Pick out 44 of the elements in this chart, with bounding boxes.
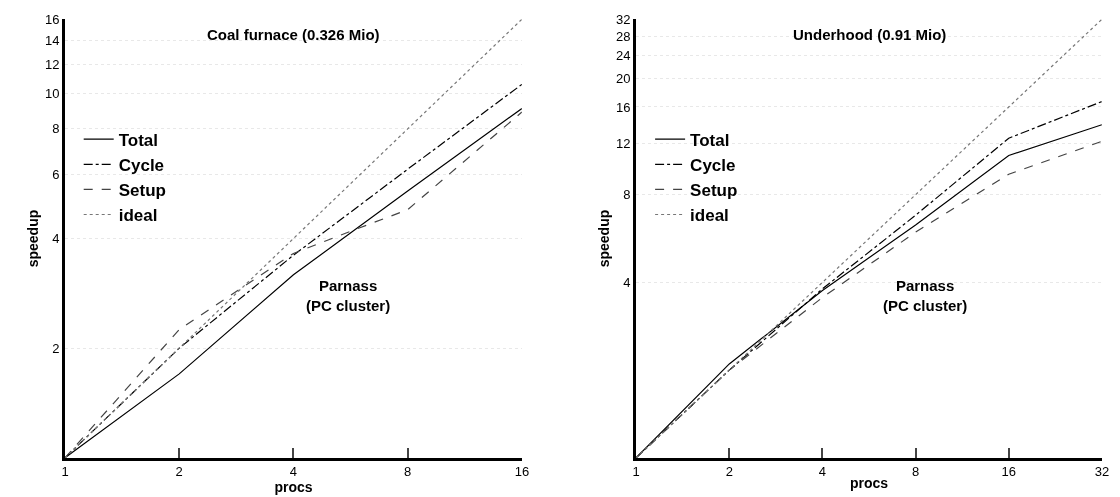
x-axis-title: procs — [274, 479, 313, 496]
y-tick-label: 4 — [623, 274, 631, 290]
annotation: Parnass (PC cluster) — [883, 277, 968, 314]
y-tick-label: 6 — [52, 166, 60, 182]
legend-label: Setup — [118, 181, 166, 201]
x-tick-label: 16 — [514, 464, 530, 480]
y-tick-label: 10 — [44, 86, 60, 102]
legend-label: ideal — [118, 206, 158, 226]
y-axis-title: speedup — [595, 209, 612, 268]
legend-label: Total — [118, 130, 159, 150]
x-tick-label: 16 — [1001, 464, 1016, 480]
legend-label: ideal — [690, 206, 729, 226]
line-series — [636, 19, 1102, 458]
x-axis-title: procs — [849, 474, 889, 491]
y-tick-label: 2 — [52, 340, 60, 356]
y-tick-label: 8 — [623, 187, 631, 203]
x-tick-label: 4 — [289, 464, 298, 480]
legend-label: Cycle — [690, 155, 736, 175]
x-tick-label: 8 — [911, 464, 920, 480]
y-tick-label: 28 — [616, 28, 631, 44]
text: Underhood (0.91 Mio) — [793, 26, 947, 43]
x-tick-label: 2 — [725, 464, 733, 480]
x-tick-label: 1 — [61, 464, 69, 480]
legend-label: Cycle — [118, 155, 165, 175]
y-tick-label: 14 — [44, 32, 60, 48]
y-tick-label: 8 — [52, 121, 60, 137]
legend-label: Setup — [690, 181, 738, 201]
annotation: Parnass (PC cluster) — [306, 277, 391, 314]
y-tick-label: 16 — [616, 99, 631, 115]
y-tick-label: 4 — [52, 231, 60, 247]
y-tick-label: 12 — [616, 135, 631, 151]
y-axis-title: speedup — [24, 209, 41, 268]
x-tick-label: 8 — [404, 464, 412, 480]
y-tick-label: 16 — [44, 11, 60, 27]
text: Coal furnace (0.326 Mio) — [207, 26, 380, 43]
y-tick-label: 20 — [616, 71, 631, 87]
y-tick-label: 32 — [616, 11, 631, 27]
y-tick-label: 12 — [44, 57, 60, 73]
x-tick-label: 4 — [818, 464, 827, 480]
x-tick-label: 32 — [1094, 464, 1110, 480]
legend-label: Total — [690, 130, 730, 150]
x-tick-label: 1 — [632, 464, 640, 480]
y-tick-label: 24 — [616, 48, 631, 64]
x-tick-label: 2 — [175, 464, 183, 480]
